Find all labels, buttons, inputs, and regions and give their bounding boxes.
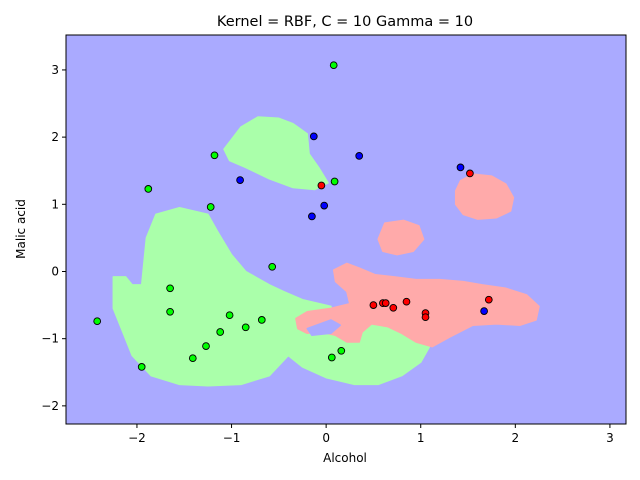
y-tick-label: 3 [51,63,59,77]
blue-point-3 [456,163,465,172]
blue-point-2 [236,176,244,184]
y-axis-label: Malic acid [14,199,28,259]
plot-frame [65,34,627,425]
y-tick-label: 0 [51,264,59,278]
data-points [93,61,493,371]
green-point-13 [202,342,210,350]
green-point-16 [337,346,346,355]
green-point-2 [330,177,339,186]
red-point-4 [381,299,390,307]
red-region-2 [295,262,540,348]
red-region-1 [377,219,425,256]
green-point-17 [327,353,336,362]
red-point-0 [317,181,326,190]
green-point-0 [329,61,338,70]
green-point-14 [188,354,197,363]
x-tick-label: −1 [223,431,241,445]
red-point-5 [389,303,398,312]
blue-point-0 [309,132,318,141]
green-point-10 [257,316,266,324]
red-point-2 [369,301,378,309]
green-point-7 [93,317,102,326]
red-point-1 [466,169,474,178]
green-point-6 [166,284,174,293]
x-axis: −2 −1 0 1 2 3 [128,424,614,445]
green-point-11 [216,328,225,336]
blue-point-4 [320,201,329,210]
x-tick-label: 0 [322,431,330,445]
blue-point-1 [355,152,364,160]
green-point-4 [206,203,215,211]
x-tick-label: −2 [128,431,146,445]
green-point-9 [225,311,234,320]
green-region-0 [223,116,329,191]
red-point-6 [402,297,411,306]
y-axis: −2 −1 0 1 2 3 [41,63,66,413]
y-tick-label: −2 [41,399,59,413]
y-tick-label: −1 [41,332,59,346]
y-tick-label: 1 [51,197,59,211]
decision-regions [112,116,540,387]
blue-point-6 [480,307,488,315]
x-tick-label: 3 [606,431,614,445]
red-region-0 [454,173,515,220]
x-axis-label: Alcohol [323,451,367,465]
green-point-8 [166,307,174,316]
x-tick-label: 1 [417,431,425,445]
green-point-3 [144,185,153,193]
chart-title: Kernel = RBF, C = 10 Gamma = 10 [217,14,473,30]
red-point-9 [484,295,493,304]
green-point-12 [241,323,250,332]
green-point-15 [137,363,146,371]
blue-hole-region-0 [306,319,342,337]
blue-point-5 [308,212,316,221]
green-point-5 [268,262,277,271]
green-point-1 [210,151,219,160]
x-tick-label: 2 [512,431,520,445]
y-tick-label: 2 [51,130,59,144]
red-point-8 [421,313,430,322]
